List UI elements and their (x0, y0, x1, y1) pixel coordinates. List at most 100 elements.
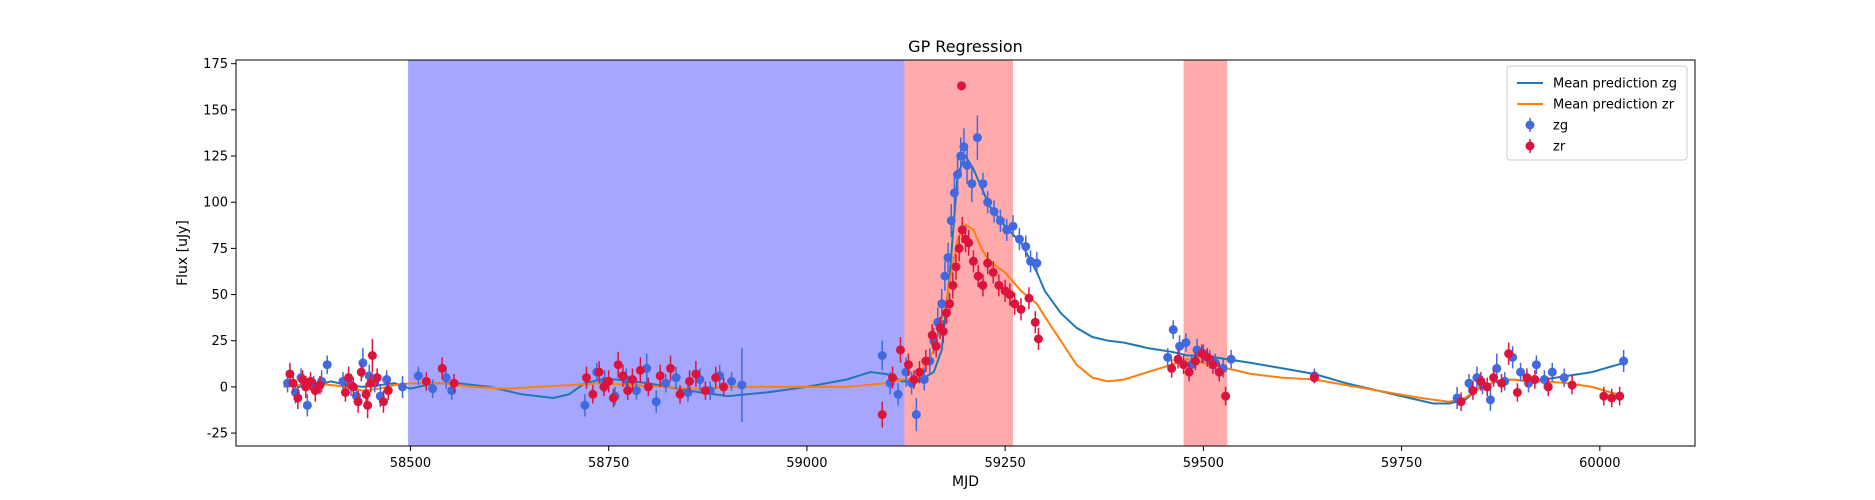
point-2-29 (671, 373, 681, 383)
point-3-27 (604, 376, 614, 386)
point-3-22 (449, 378, 459, 388)
point-3-79 (1184, 367, 1194, 377)
point-2-66 (1032, 258, 1042, 268)
point-2-62 (1008, 221, 1018, 231)
point-2-70 (1181, 338, 1191, 348)
point-2-68 (1168, 325, 1178, 335)
point-3-17 (372, 373, 382, 383)
point-3-23 (581, 373, 591, 383)
point-2-51 (953, 170, 963, 180)
point-3-89 (1476, 376, 1486, 386)
y-tick-label-3: 50 (211, 288, 228, 303)
point-2-55 (967, 179, 977, 189)
point-2-67 (1163, 352, 1173, 362)
point-3-34 (643, 382, 653, 392)
point-3-21 (437, 363, 447, 373)
point-3-41 (711, 373, 721, 383)
legend-label-3: zr (1553, 140, 1566, 155)
y-tick-label-7: 150 (203, 103, 228, 118)
point-3-66 (988, 267, 998, 277)
point-3-13 (361, 389, 371, 399)
point-2-58 (983, 197, 993, 207)
point-2-53 (959, 142, 969, 152)
x-tick-label-6: 60000 (1579, 456, 1620, 471)
point-3-53 (938, 326, 948, 336)
point-3-91 (1489, 373, 1499, 383)
point-2-49 (946, 216, 956, 226)
point-2-54 (962, 160, 972, 170)
point-2-16 (413, 371, 423, 381)
point-3-65 (983, 258, 993, 268)
y-tick-label-5: 100 (203, 196, 228, 211)
point-2-3 (302, 400, 312, 410)
legend-label-1: Mean prediction zr (1553, 98, 1675, 113)
y-tick-label-4: 75 (211, 242, 228, 257)
point-3-46 (903, 360, 913, 370)
y-tick-label-8: 175 (203, 57, 228, 72)
y-tick-label-1: 0 (220, 380, 228, 395)
point-3-29 (613, 360, 623, 370)
point-3-1 (288, 378, 298, 388)
point-3-77 (1173, 354, 1183, 364)
point-3-71 (1016, 304, 1026, 314)
point-2-64 (1021, 242, 1031, 252)
legend-label-2: zg (1553, 119, 1568, 134)
point-2-17 (428, 384, 438, 394)
point-3-97 (1543, 382, 1553, 392)
point-2-92 (1559, 373, 1569, 383)
x-tick-label-3: 59250 (984, 456, 1025, 471)
point-2-63 (1014, 234, 1024, 244)
point-2-89 (1531, 360, 1541, 370)
x-tick-label-4: 59500 (1183, 456, 1224, 471)
span-2 (971, 60, 1014, 446)
y-tick-label-6: 125 (203, 150, 228, 165)
point-3-47 (909, 375, 919, 385)
chart-title: GP Regression (908, 37, 1023, 56)
point-3-51 (931, 341, 941, 351)
y-tick-label-0: -25 (207, 427, 228, 442)
x-tick-label-0: 58500 (390, 456, 431, 471)
point-3-16 (367, 351, 377, 361)
point-3-82 (1202, 352, 1212, 362)
point-2-87 (1516, 367, 1526, 377)
point-3-50 (927, 330, 937, 340)
point-3-83 (1208, 360, 1218, 370)
point-3-75 (957, 81, 967, 91)
point-3-39 (691, 369, 701, 379)
point-2-11 (364, 371, 374, 381)
legend-label-0: Mean prediction zg (1553, 77, 1677, 92)
point-2-30 (683, 387, 693, 397)
x-tick-label-1: 58750 (588, 456, 629, 471)
point-3-86 (1309, 373, 1319, 383)
point-3-25 (594, 367, 604, 377)
point-3-61 (964, 238, 974, 248)
point-3-99 (1599, 391, 1609, 401)
point-2-28 (661, 378, 671, 388)
point-3-87 (1456, 397, 1466, 407)
point-3-42 (719, 382, 729, 392)
point-3-48 (915, 367, 925, 377)
point-3-8 (340, 387, 350, 397)
legend: Mean prediction zg Mean prediction zr zg zr (1506, 65, 1688, 161)
point-2-38 (893, 389, 903, 399)
x-tick-label-5: 59750 (1381, 456, 1422, 471)
point-3-0 (285, 369, 295, 379)
point-2-90 (1539, 375, 1549, 385)
point-3-88 (1468, 386, 1478, 396)
point-3-14 (363, 400, 373, 410)
plot-area-frame (235, 59, 1696, 447)
point-3-67 (994, 280, 1004, 290)
point-3-55 (945, 299, 955, 309)
point-2-41 (911, 410, 921, 420)
point-3-44 (888, 373, 898, 383)
point-3-49 (921, 356, 931, 366)
point-2-84 (1492, 363, 1502, 373)
point-3-43 (877, 410, 887, 420)
point-2-56 (972, 133, 982, 143)
point-3-10 (348, 382, 358, 392)
point-2-14 (382, 375, 392, 385)
point-3-54 (941, 308, 951, 318)
point-2-15 (398, 382, 408, 392)
point-3-12 (356, 367, 366, 377)
